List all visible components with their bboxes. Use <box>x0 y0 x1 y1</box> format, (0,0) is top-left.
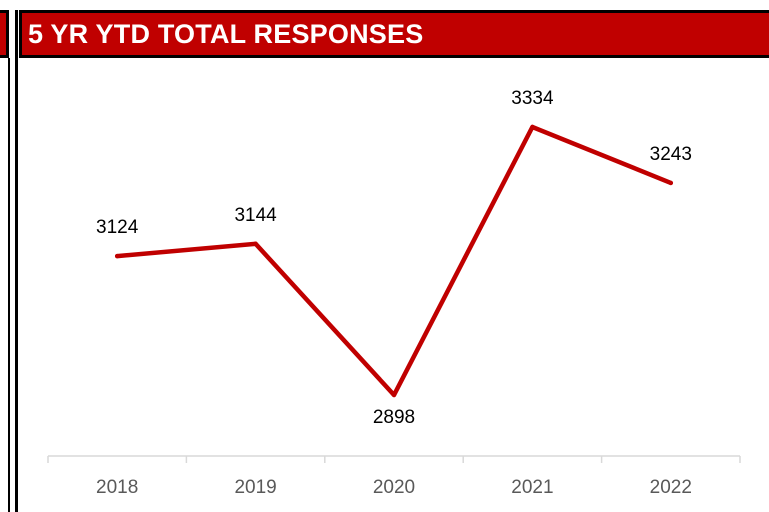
x-tick-label-2019: 2019 <box>234 477 276 498</box>
data-label-2022: 3243 <box>650 144 692 165</box>
data-label-2021: 3334 <box>511 88 554 109</box>
x-tick-label-2020: 2020 <box>373 477 415 498</box>
data-point-2021 <box>530 124 535 130</box>
chart-title: 5 YR YTD TOTAL RESPONSES <box>28 18 424 49</box>
x-tick-label-2022: 2022 <box>650 477 692 498</box>
left-border-line <box>8 58 10 512</box>
data-point-2020 <box>391 392 397 398</box>
x-tick-label-2018: 2018 <box>96 477 138 498</box>
data-point-2019 <box>253 241 258 246</box>
left-header-cap <box>0 10 9 58</box>
left-border-line-outer <box>15 10 18 512</box>
chart-canvas: 3124 3144 2898 3334 3243 2018 2019 2020 2021 2022 <box>47 88 741 498</box>
series-line <box>114 124 674 398</box>
data-label-2018: 3124 <box>96 217 139 238</box>
line-chart: 3124 3144 2898 3334 3243 2018 2019 2020 2021 2022 <box>19 58 769 512</box>
data-point-2022 <box>668 180 673 186</box>
x-tick-label-2021: 2021 <box>511 477 553 498</box>
data-point-2018 <box>115 253 120 259</box>
data-label-2020: 2898 <box>373 407 415 428</box>
left-border <box>0 0 18 512</box>
data-label-2019: 3144 <box>234 205 277 226</box>
chart-header: 5 YR YTD TOTAL RESPONSES <box>19 10 769 58</box>
